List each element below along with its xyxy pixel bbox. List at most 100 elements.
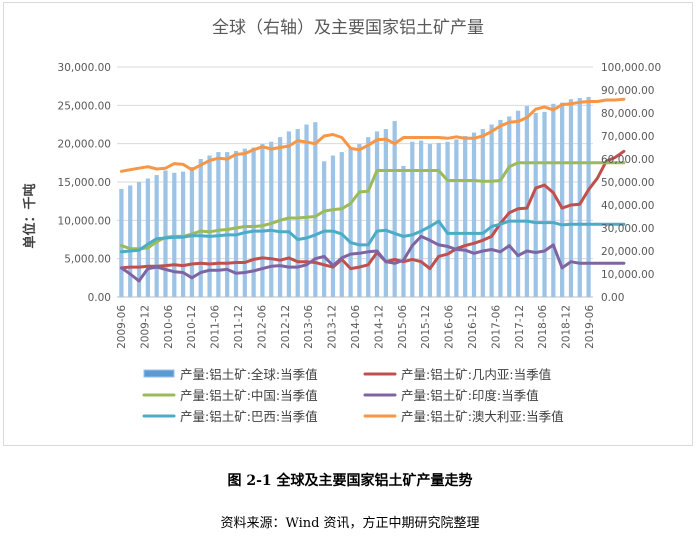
global-bar (560, 102, 565, 298)
series-line-china (119, 161, 626, 251)
y-left-tick-label: 30,000.00 (58, 62, 111, 74)
x-tick-label: 2018-06 (537, 305, 549, 349)
x-tick-label: 2011-06 (210, 305, 222, 349)
bauxite-production-chart: 全球（右轴）及主要国家铝土矿产量 0.00 5,000.00 10,000.00 15… (22, 18, 661, 424)
x-tick-label: 2010-12 (186, 305, 198, 349)
x-tick-label: 2013-06 (303, 305, 315, 349)
global-bar (577, 98, 582, 297)
global-bar (260, 144, 265, 297)
legend-label-australia: 产量:铝土矿:澳大利亚:当季值 (401, 409, 564, 424)
y-axis-title: 单位：千吨 (22, 183, 38, 248)
y-left-tick-label: 0.00 (88, 292, 111, 304)
chart-frame: 全球（右轴）及主要国家铝土矿产量 0.00 5,000.00 10,000.00 15… (3, 2, 693, 446)
global-bar (542, 111, 547, 297)
global-bar (180, 171, 186, 297)
global-bar (401, 165, 406, 297)
x-tick-label: 2017-12 (514, 305, 526, 349)
x-tick-label: 2016-12 (467, 305, 479, 349)
legend-label-china: 产量:铝土矿:中国:当季值 (180, 388, 318, 403)
legend-label-global: 产量:铝土矿:全球:当季值 (180, 367, 318, 382)
y-left-tick-label: 15,000.00 (58, 177, 111, 189)
global-bar (172, 172, 177, 297)
y-right-tick-label: 100,000.00 (601, 62, 661, 74)
y-right-tick-label: 10,000.00 (601, 269, 654, 281)
x-tick-label: 2009-06 (116, 305, 128, 349)
x-tick-label: 2012-12 (280, 305, 292, 349)
legend-swatch-global (143, 369, 175, 378)
x-tick-label: 2015-12 (420, 305, 432, 349)
global-bar (463, 136, 468, 297)
global-bar (507, 116, 512, 297)
global-bar (357, 144, 362, 297)
global-bar (330, 155, 336, 297)
global-bar (471, 132, 477, 297)
global-bar (251, 147, 256, 297)
x-tick-label: 2014-06 (350, 305, 362, 349)
y-right-tick-label: 20,000.00 (601, 246, 654, 258)
global-bar (154, 175, 159, 297)
global-bar (454, 139, 459, 297)
global-bar (145, 178, 150, 297)
global-bar (207, 155, 212, 297)
x-tick-label: 2019-06 (584, 305, 596, 349)
global-bar (189, 167, 195, 297)
y-left-tick-label: 10,000.00 (58, 215, 111, 227)
global-bar (198, 159, 203, 297)
chart-title: 全球（右轴）及主要国家铝土矿产量 (212, 18, 484, 38)
x-tick-label: 2015-06 (397, 305, 409, 349)
global-bar (295, 129, 300, 297)
global-bars (119, 96, 591, 298)
y-right-tick-label: 40,000.00 (601, 200, 654, 212)
global-bar (551, 103, 556, 297)
gridlines (117, 66, 593, 298)
global-bar (277, 137, 283, 297)
global-bar (418, 140, 424, 297)
x-tick-label: 2009-12 (139, 305, 151, 349)
y-right-tick-label: 80,000.00 (601, 108, 654, 120)
y-right-tick-label: 60,000.00 (601, 154, 654, 166)
global-bar (445, 141, 450, 297)
figure-caption: 图 2-1 全球及主要国家铝土矿产量走势 (227, 473, 473, 489)
global-bar (225, 152, 230, 297)
global-bar (128, 185, 133, 297)
global-bar (216, 152, 221, 297)
series-line-india (119, 234, 626, 283)
global-bar (286, 131, 292, 297)
global-bar (269, 141, 274, 297)
x-tick-label: 2012-06 (256, 305, 268, 349)
global-bar (480, 129, 485, 297)
source-note: 资料来源：Wind 资讯，方正中期研究院整理 (220, 516, 480, 531)
global-bar (392, 121, 397, 297)
country-lines (119, 97, 626, 283)
x-tick-label: 2016-06 (444, 305, 456, 349)
series-line-brazil (119, 219, 626, 254)
global-bar (339, 152, 344, 297)
y-right-tick-label: 30,000.00 (601, 223, 654, 235)
global-bar (304, 124, 309, 297)
global-bar (568, 99, 574, 297)
global-bar (586, 96, 591, 298)
global-bar (348, 148, 353, 297)
legend-label-brazil: 产量:铝土矿:巴西:当季值 (180, 409, 318, 424)
y-left-tick-label: 20,000.00 (58, 139, 111, 151)
global-bar (410, 141, 415, 297)
legend: 产量:铝土矿:全球:当季值 产量:铝土矿:几内亚:当季值产量:铝土矿:中国:当季值… (142, 367, 564, 424)
x-tick-label: 2010-06 (163, 305, 175, 349)
y-left-tick-label: 25,000.00 (58, 100, 111, 112)
x-tick-label: 2018-12 (561, 305, 573, 349)
series-line-guinea (119, 149, 626, 271)
y-right-tick-label: 70,000.00 (601, 131, 654, 143)
global-bar (498, 119, 503, 298)
x-tick-label: 2011-12 (233, 305, 245, 349)
y-right-tick-label: 50,000.00 (601, 177, 654, 189)
legend-label-guinea: 产量:铝土矿:几内亚:当季值 (401, 367, 551, 382)
global-bar (313, 122, 318, 297)
y-right-tick-label: 0.00 (601, 292, 624, 304)
global-bar (524, 106, 530, 297)
global-bar (233, 150, 239, 297)
x-tick-label: 2014-12 (373, 305, 385, 349)
global-bar (533, 113, 538, 297)
x-tick-label: 2013-12 (327, 305, 339, 349)
legend-label-india: 产量:铝土矿:印度:当季值 (401, 388, 539, 403)
